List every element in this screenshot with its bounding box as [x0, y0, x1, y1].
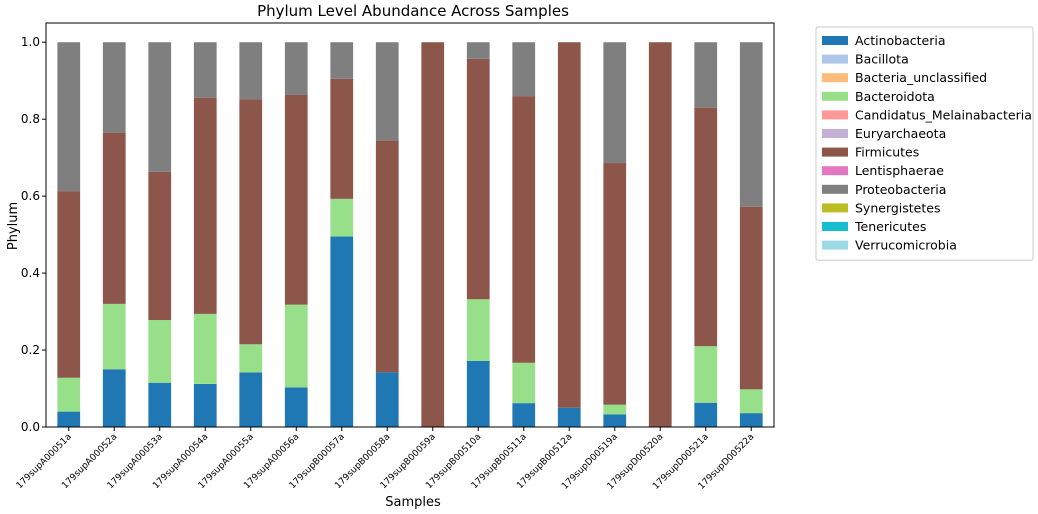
- legend-frame: [815, 26, 1034, 261]
- bar-segment: [330, 78, 354, 199]
- bar-segment: [239, 344, 263, 373]
- legend-label: Actinobacteria: [855, 33, 945, 48]
- bar-segment: [57, 191, 81, 378]
- legend-swatch: [822, 110, 848, 120]
- legend-swatch: [822, 91, 848, 101]
- bar-segment: [512, 362, 536, 404]
- bar-segment: [421, 42, 445, 427]
- legend-swatch: [822, 203, 848, 213]
- legend-label: Lentisphaerae: [855, 163, 944, 178]
- legend-swatch: [822, 184, 848, 194]
- bar-segment: [330, 198, 354, 237]
- bar-segment: [466, 42, 490, 59]
- bar-segment: [739, 206, 763, 390]
- bar-segment: [375, 372, 399, 427]
- legend-swatch: [822, 54, 848, 64]
- axes-group: [45, 22, 775, 428]
- bar-segment: [557, 407, 581, 427]
- bar-segment: [694, 346, 718, 403]
- x-axis-ticks: 179supA00051a179supA00052a179supA00053a1…: [15, 427, 756, 492]
- bar-segment: [648, 42, 672, 427]
- bar-segment: [148, 382, 172, 427]
- y-tick-label: 0.6: [21, 189, 40, 203]
- bar-segment: [512, 96, 536, 363]
- bar-segment: [239, 42, 263, 100]
- legend-swatch: [822, 147, 848, 157]
- plot-frame: [45, 22, 775, 428]
- bar-segment: [284, 387, 308, 427]
- legend-swatch: [822, 73, 848, 83]
- bars-group: [57, 42, 763, 427]
- y-axis-ticks: 0.0 0.2 0.4 0.6 0.8 1.0: [21, 35, 46, 434]
- y-tick-label: 0.8: [21, 112, 40, 126]
- bar-segment: [239, 99, 263, 345]
- y-tick-label: 0.0: [21, 420, 40, 434]
- bar-segment: [466, 58, 490, 300]
- bar-segment: [739, 413, 763, 427]
- legend-label: Proteobacteria: [855, 182, 946, 197]
- legend-swatch: [822, 36, 848, 45]
- bar-segment: [512, 42, 536, 97]
- legend-label: Bacteroidota: [855, 89, 935, 104]
- bar-segment: [739, 42, 763, 207]
- legend-label: Bacteria_unclassified: [855, 70, 987, 85]
- bar-segment: [375, 140, 399, 373]
- y-axis-title: Phylum: [6, 202, 21, 250]
- legend-swatch: [822, 222, 848, 231]
- bar-segment: [284, 304, 308, 388]
- bar-segment: [148, 42, 172, 172]
- bar-segment: [102, 42, 126, 133]
- bar-segment: [603, 163, 627, 405]
- bar-segment: [557, 42, 581, 408]
- bar-segment: [466, 299, 490, 361]
- bar-segment: [57, 42, 81, 192]
- bar-segment: [193, 383, 217, 427]
- bar-segment: [466, 360, 490, 427]
- legend: Actinobacteria Bacillota Bacteria_unclassi…: [815, 26, 1034, 261]
- bar-segment: [694, 42, 718, 108]
- bar-segment: [603, 42, 627, 164]
- bar-segment: [57, 411, 81, 427]
- bar-segment: [102, 132, 126, 304]
- bar-segment: [284, 42, 308, 95]
- legend-swatch: [822, 129, 848, 138]
- bar-segment: [102, 369, 126, 427]
- legend-label: Tenericutes: [854, 219, 926, 234]
- bar-segment: [284, 94, 308, 305]
- bar-segment: [330, 236, 354, 427]
- legend-swatch: [822, 240, 848, 250]
- bar-segment: [57, 377, 81, 412]
- legend-label: Euryarchaeota: [855, 126, 946, 141]
- bar-segment: [694, 402, 718, 427]
- x-axis-title: Samples: [385, 495, 441, 510]
- chart-title: Phylum Level Abundance Across Samples: [257, 2, 569, 20]
- bar-segment: [694, 107, 718, 347]
- y-tick-label: 1.0: [21, 35, 40, 49]
- bar-segment: [330, 42, 354, 79]
- bar-segment: [193, 313, 217, 384]
- bar-segment: [375, 42, 399, 141]
- legend-label: Candidatus_Melainabacteria: [855, 107, 1032, 122]
- legend-label: Verrucomicrobia: [855, 238, 957, 253]
- bar-segment: [148, 171, 172, 321]
- y-tick-label: 0.2: [21, 343, 40, 357]
- bar-segment: [739, 389, 763, 414]
- legend-label: Synergistetes: [855, 200, 940, 215]
- bar-segment: [148, 320, 172, 383]
- bar-segment: [603, 404, 627, 415]
- bar-segment: [193, 97, 217, 314]
- legend-swatch: [822, 166, 848, 176]
- bar-segment: [193, 42, 217, 98]
- bar-segment: [512, 403, 536, 427]
- bar-segment: [239, 372, 263, 427]
- legend-label: Bacillota: [855, 52, 909, 67]
- bar-segment: [102, 303, 126, 370]
- y-tick-label: 0.4: [21, 266, 40, 280]
- bar-segment: [603, 414, 627, 427]
- legend-label: Firmicutes: [855, 145, 919, 160]
